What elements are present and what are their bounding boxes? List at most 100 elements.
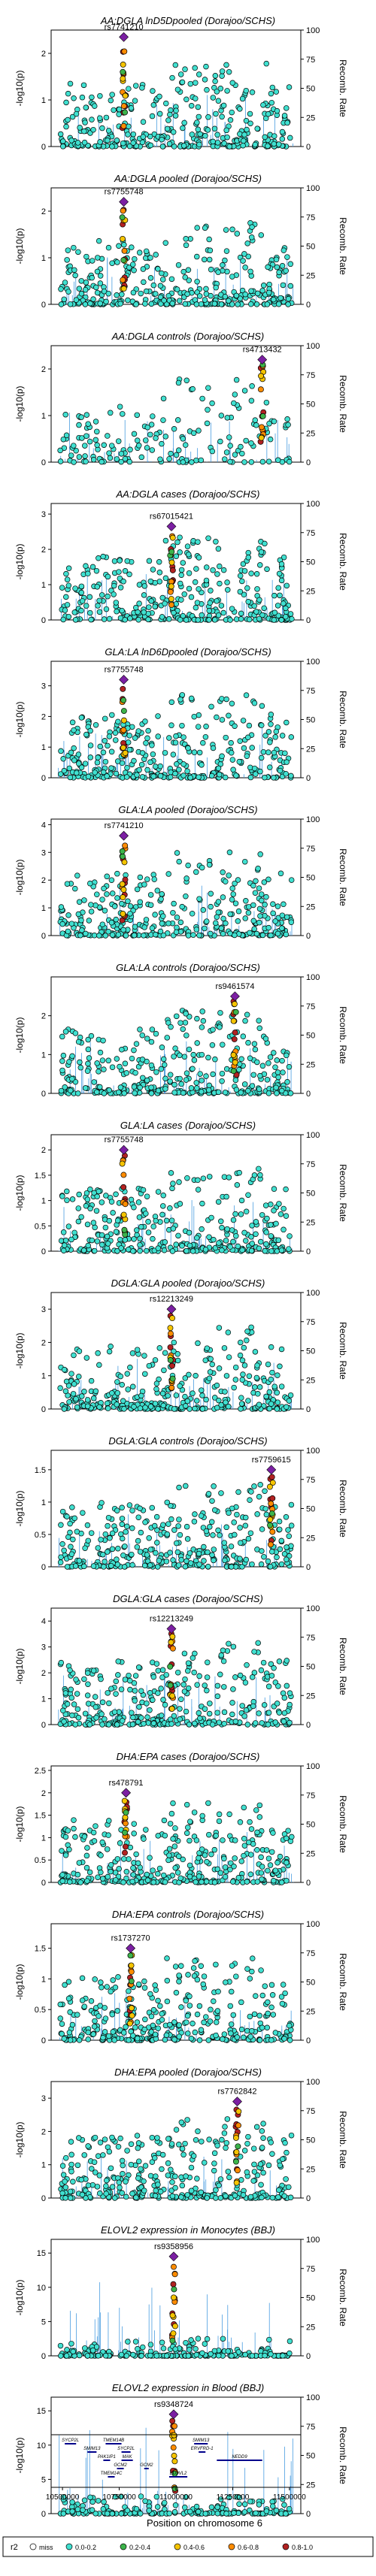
snp-point (182, 1563, 189, 1570)
snp-point (142, 301, 148, 307)
snp-point (80, 1247, 87, 1253)
snp-point (197, 1715, 203, 1722)
snp-point (68, 1543, 74, 1550)
snp-point (114, 1401, 120, 1407)
snp-point (209, 400, 215, 407)
snp-point (97, 139, 103, 145)
snp-point (136, 766, 142, 773)
snp-point (257, 1172, 263, 1178)
snp-point (232, 723, 238, 730)
y-axis-label: -log10(p) (14, 70, 25, 106)
snp-point (121, 1564, 128, 1570)
snp-points (57, 48, 293, 150)
snp-point (203, 1396, 209, 1403)
snp-point (69, 113, 76, 120)
snp-point (207, 1369, 214, 1375)
snp-point (57, 1559, 64, 1565)
lead-snp-marker (166, 1624, 177, 1634)
snp-point (76, 1348, 83, 1354)
snp-point (239, 578, 245, 585)
snp-point (176, 858, 182, 865)
snp-point (226, 1510, 232, 1516)
recomb-tick-label: 50 (306, 1190, 315, 1199)
snp-point (184, 1536, 191, 1542)
snp-point (168, 450, 174, 457)
snp-point (214, 1382, 220, 1389)
snp-point (130, 289, 137, 296)
snp-point (181, 591, 187, 597)
snp-point (158, 1066, 165, 1072)
ld-snp-point (120, 75, 126, 82)
snp-point (201, 1558, 207, 1564)
snp-point (241, 388, 248, 394)
snp-point (260, 748, 267, 755)
snp-point (259, 897, 265, 904)
snp-point (182, 66, 188, 72)
panel-title: DGLA:GLA controls (Dorajoo/SCHS) (108, 1435, 267, 1447)
snp-point (235, 1243, 241, 1250)
ld-snp-point (120, 727, 127, 733)
snp-point (102, 908, 108, 914)
snp-point (208, 930, 214, 937)
snp-point (107, 1535, 113, 1541)
snp-point (71, 1352, 77, 1359)
snp-point (153, 1386, 159, 1392)
snp-point (280, 901, 287, 908)
panel-title: GLA:LA controls (Dorajoo/SCHS) (116, 962, 260, 973)
recomb-tick-label: 25 (306, 745, 315, 754)
panel-title: GLA:LA cases (Dorajoo/SCHS) (120, 1120, 256, 1131)
snp-point (205, 407, 211, 413)
snp-point (93, 1715, 99, 1721)
ld-snp-point (120, 207, 126, 214)
ld-snp-point (258, 373, 265, 379)
snp-point (205, 1800, 211, 1807)
snp-point (71, 1515, 77, 1522)
snp-point (219, 696, 225, 702)
snp-point (126, 1502, 133, 1508)
snp-point (156, 1865, 163, 1872)
recomb-tick-label: 25 (306, 271, 315, 280)
snp-point (212, 73, 219, 79)
snp-point (248, 570, 254, 576)
recomb-tick-label: 100 (306, 815, 320, 824)
snp-point (220, 930, 226, 937)
ld-snp-point (120, 717, 127, 724)
snp-point (84, 1221, 91, 1228)
snp-point (99, 1722, 105, 1728)
snp-point (63, 123, 69, 130)
snp-point (125, 1247, 132, 1253)
plot-panel: DGLA:GLA controls (Dorajoo/SCHS)00.511.5… (14, 1435, 348, 1572)
snp-point (106, 450, 112, 456)
snp-point (223, 920, 229, 927)
snp-point (65, 1223, 72, 1229)
snp-point (173, 1392, 180, 1398)
snp-point (88, 1530, 95, 1536)
ld-snp-point (120, 697, 127, 703)
snp-point (103, 114, 110, 121)
recomb-axis-label: Recomb. Rate (338, 533, 348, 591)
snp-point (152, 931, 159, 938)
snp-point (97, 301, 103, 307)
snp-point (259, 458, 266, 465)
snp-point (146, 604, 152, 610)
snp-point (288, 772, 294, 779)
snp-point (219, 113, 225, 120)
snp-point (83, 1852, 90, 1859)
snp-point (179, 722, 185, 729)
snp-point (283, 931, 290, 938)
snp-point (268, 90, 274, 97)
ld-snp-point (267, 1522, 273, 1528)
snp-point (241, 459, 247, 465)
snp-point (257, 768, 263, 775)
snp-point (144, 1701, 150, 1707)
snp-point (84, 1403, 91, 1410)
snp-point (97, 743, 103, 750)
snp-point (132, 98, 138, 104)
snp-point (284, 914, 290, 921)
snp-point (221, 141, 227, 147)
snp-point (147, 1689, 153, 1696)
snp-point (237, 1540, 244, 1546)
snp-point (133, 1851, 139, 1858)
snp-point (172, 1045, 178, 1051)
snp-point (96, 555, 102, 561)
